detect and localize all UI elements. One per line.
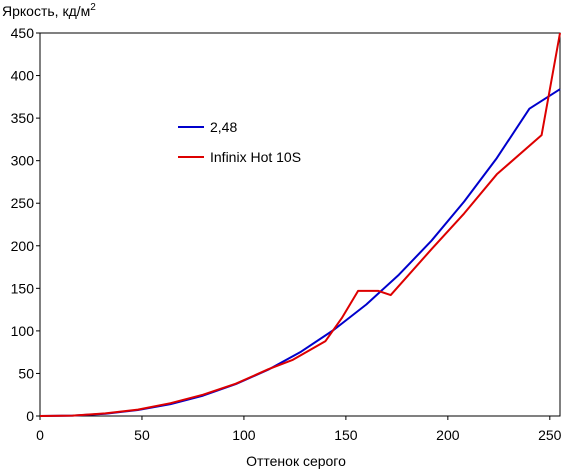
series-lines (39, 32, 561, 417)
x-tick-label: 0 (36, 427, 44, 443)
y-tick-label: 150 (11, 280, 35, 296)
y-tick-label: 400 (11, 68, 35, 84)
x-tick-label: 200 (436, 427, 460, 443)
plot-border (39, 32, 561, 417)
x-axis-title: Оттенок серого (246, 453, 346, 469)
x-tick-label: 250 (538, 427, 562, 443)
y-tick-label: 350 (11, 110, 35, 126)
legend-label-1: Infinix Hot 10S (210, 149, 301, 165)
y-axis-title: Яркость, кд/м2 (2, 2, 96, 19)
plot-frame (39, 32, 561, 417)
legend-label-0: 2,48 (210, 119, 237, 135)
series-line-0 (39, 88, 561, 417)
x-tick-label: 150 (334, 427, 358, 443)
x-axis: 0 50 100 150 200 250 (36, 416, 562, 443)
y-tick-label: 0 (26, 408, 34, 424)
y-tick-label: 300 (11, 153, 35, 169)
y-axis: 0 50 100 150 200 250 300 350 400 450 (11, 25, 40, 424)
legend: 2,48 Infinix Hot 10S (178, 119, 301, 165)
y-tick-label: 100 (11, 323, 35, 339)
series-line-1 (39, 32, 561, 417)
y-tick-label: 450 (11, 25, 35, 41)
x-tick-label: 50 (134, 427, 150, 443)
y-tick-label: 250 (11, 195, 35, 211)
y-tick-label: 200 (11, 238, 35, 254)
y-tick-label: 50 (18, 365, 34, 381)
x-tick-label: 100 (232, 427, 256, 443)
